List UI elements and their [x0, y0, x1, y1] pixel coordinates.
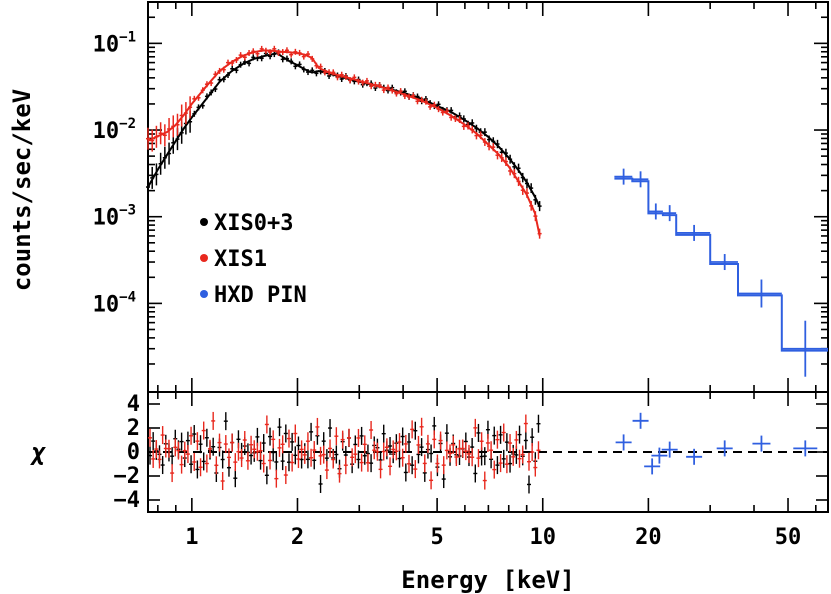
series-xis1	[146, 45, 542, 239]
legend-entry-xis03: XIS0+3	[200, 211, 293, 236]
residual-y-tick-label: 2	[127, 416, 140, 441]
x-tick-label: 10	[529, 525, 556, 550]
legend-label-xis03: XIS0+3	[214, 211, 293, 236]
y-tick-label: 10−2	[93, 116, 136, 144]
legend-label-hxd-pin: HXD PIN	[214, 283, 307, 308]
legend-marker-hxd-pin	[200, 290, 208, 298]
residuals-xis1	[148, 411, 541, 491]
y-tick-label: 10−3	[93, 203, 136, 231]
residual-y-axis-title: χ	[30, 438, 47, 466]
hxd-model-step	[614, 177, 828, 352]
legend-entry-hxd-pin: HXD PIN	[200, 283, 307, 308]
residuals-hxd-pin	[615, 412, 818, 475]
legend-marker-xis1	[200, 254, 208, 262]
residual-y-tick-label: −2	[114, 464, 141, 489]
x-tick-label: 50	[775, 525, 802, 550]
series-xis0-3	[146, 49, 542, 212]
x-tick-label: 2	[291, 525, 304, 550]
x-axis-title: Energy [keV]	[401, 566, 574, 594]
legend-marker-xis03	[200, 218, 208, 226]
legend: XIS0+3 XIS1 HXD PIN	[200, 211, 307, 308]
y-tick-label: 10−1	[93, 29, 136, 57]
bottom-panel	[147, 391, 829, 513]
y-axis-title: counts/sec/keV	[8, 89, 36, 291]
residual-y-tick-label: 0	[127, 440, 140, 465]
y-tick-label: 10−4	[93, 289, 136, 317]
residual-y-tick-label: 4	[127, 392, 140, 417]
data-layer	[146, 45, 828, 494]
legend-label-xis1: XIS1	[214, 247, 267, 272]
x-tick-label: 20	[635, 525, 662, 550]
x-tick-label: 1	[185, 525, 198, 550]
residual-y-tick-label: −4	[114, 488, 141, 513]
series-hxd-pin	[614, 168, 828, 377]
x-tick-label: 5	[430, 525, 443, 550]
legend-entry-xis1: XIS1	[200, 247, 267, 272]
